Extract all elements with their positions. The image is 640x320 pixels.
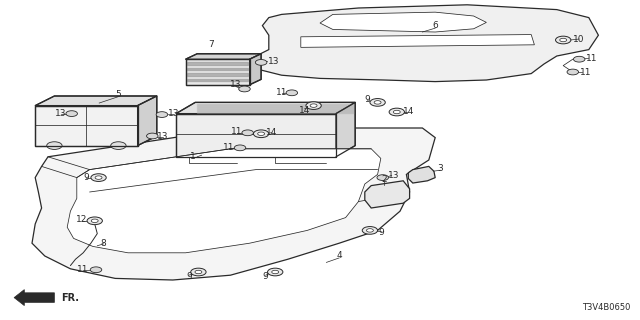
Text: FR.: FR.: [61, 292, 79, 303]
Polygon shape: [320, 12, 486, 32]
Text: 8: 8: [101, 239, 106, 248]
Circle shape: [268, 268, 283, 276]
Text: 4: 4: [337, 252, 342, 260]
Circle shape: [389, 108, 404, 116]
Text: 9: 9: [186, 272, 191, 281]
Polygon shape: [186, 54, 261, 59]
Circle shape: [272, 270, 278, 274]
Circle shape: [156, 112, 168, 117]
Text: 11: 11: [586, 54, 598, 63]
Polygon shape: [138, 96, 157, 146]
Circle shape: [255, 60, 267, 65]
Text: 11: 11: [223, 143, 235, 152]
Text: 13: 13: [157, 132, 169, 141]
Polygon shape: [176, 114, 336, 157]
Circle shape: [87, 217, 102, 225]
Polygon shape: [408, 166, 435, 183]
Text: 10: 10: [573, 35, 585, 44]
Circle shape: [253, 130, 269, 138]
Polygon shape: [35, 106, 138, 146]
Text: 9: 9: [379, 228, 384, 237]
Polygon shape: [365, 181, 410, 208]
Text: 11: 11: [77, 265, 89, 274]
Text: 6: 6: [433, 21, 438, 30]
Circle shape: [374, 101, 381, 104]
Circle shape: [377, 175, 388, 180]
Circle shape: [556, 36, 571, 44]
Text: 11: 11: [231, 127, 243, 136]
Text: 13: 13: [268, 57, 280, 66]
Text: 13: 13: [230, 80, 241, 89]
Circle shape: [191, 268, 206, 276]
Circle shape: [147, 133, 158, 139]
Circle shape: [242, 130, 253, 136]
Circle shape: [91, 174, 106, 181]
Circle shape: [560, 38, 566, 42]
Circle shape: [306, 102, 321, 109]
Circle shape: [92, 219, 98, 222]
Polygon shape: [301, 35, 534, 47]
Text: 2: 2: [381, 175, 387, 184]
Circle shape: [367, 229, 373, 232]
Polygon shape: [67, 149, 381, 253]
Circle shape: [111, 142, 126, 149]
Polygon shape: [14, 290, 54, 306]
Circle shape: [66, 111, 77, 116]
Text: 9: 9: [365, 95, 370, 104]
Text: 13: 13: [388, 171, 399, 180]
Text: 14: 14: [403, 107, 414, 116]
Circle shape: [47, 142, 62, 149]
Text: 11: 11: [276, 88, 287, 97]
Text: 11: 11: [580, 68, 591, 76]
Circle shape: [234, 145, 246, 151]
Circle shape: [95, 176, 102, 179]
Polygon shape: [250, 5, 598, 82]
Polygon shape: [186, 59, 250, 85]
Circle shape: [286, 90, 298, 96]
Text: 13: 13: [168, 109, 180, 118]
Circle shape: [362, 227, 378, 234]
Circle shape: [310, 104, 317, 107]
Polygon shape: [32, 128, 435, 280]
Text: 3: 3: [438, 164, 443, 173]
Text: 13: 13: [55, 109, 67, 118]
Text: 9: 9: [263, 272, 268, 281]
Text: 9: 9: [84, 173, 89, 182]
Text: 14: 14: [299, 106, 310, 115]
Circle shape: [90, 267, 102, 273]
Circle shape: [573, 56, 585, 62]
Polygon shape: [250, 54, 261, 85]
Circle shape: [370, 99, 385, 106]
Text: 1: 1: [191, 152, 196, 161]
Circle shape: [394, 110, 400, 114]
Circle shape: [239, 86, 250, 92]
Circle shape: [567, 69, 579, 75]
Text: 5: 5: [116, 90, 121, 99]
Text: 7: 7: [209, 40, 214, 49]
Text: T3V4B0650: T3V4B0650: [582, 303, 630, 312]
Text: 14: 14: [266, 128, 278, 137]
Polygon shape: [35, 96, 157, 106]
Polygon shape: [336, 102, 355, 157]
Text: 12: 12: [76, 215, 88, 224]
Polygon shape: [176, 102, 355, 114]
Circle shape: [258, 132, 264, 135]
Circle shape: [195, 270, 202, 274]
